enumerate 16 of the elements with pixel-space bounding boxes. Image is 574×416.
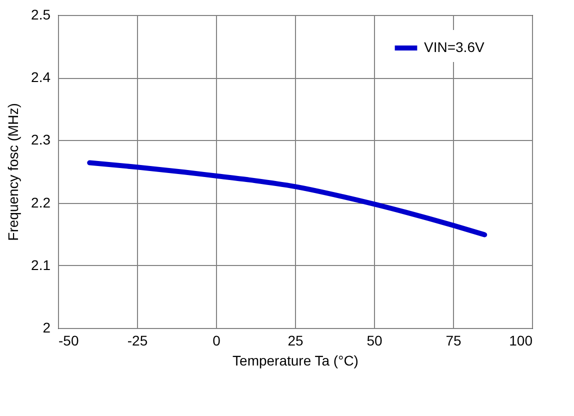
y-tick-label: 2.4	[31, 69, 51, 86]
x-tick-label: -50	[58, 332, 79, 348]
y-tick-label: 2.3	[31, 132, 51, 148]
x-tick-label: 100	[509, 332, 533, 348]
y-tick-label: 2	[42, 320, 51, 336]
x-tick-label: 0	[212, 332, 221, 348]
legend-label: VIN=3.6V	[424, 39, 485, 55]
x-axis-title: Temperature Ta (°C)	[232, 352, 358, 368]
y-tick-label: 2.1	[31, 256, 51, 273]
x-tick-label: -25	[127, 332, 148, 348]
y-axis-title: Frequency fosc (MHz)	[5, 103, 22, 241]
y-tick-label: 2.5	[31, 6, 51, 22]
x-tick-label: 50	[366, 332, 382, 348]
x-tick-label: 25	[288, 332, 304, 348]
y-tick-label: 2.2	[31, 194, 51, 210]
x-tick-label: 75	[446, 332, 462, 348]
